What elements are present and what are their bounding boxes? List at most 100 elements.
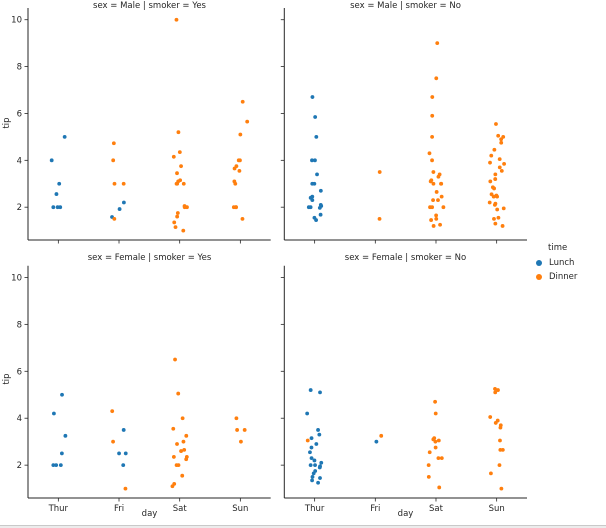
data-point bbox=[179, 449, 183, 453]
y-axis-label-bottom: tip bbox=[2, 373, 12, 385]
data-point bbox=[492, 202, 497, 207]
data-point bbox=[180, 473, 185, 478]
data-point bbox=[426, 474, 431, 479]
y-tick-label: 6 bbox=[17, 367, 22, 377]
data-point bbox=[431, 170, 436, 174]
x-tick-label: Thur bbox=[48, 504, 69, 514]
data-point bbox=[314, 442, 319, 446]
data-point bbox=[428, 179, 433, 184]
data-point bbox=[240, 217, 245, 221]
data-point bbox=[174, 17, 179, 22]
x-tick-label: Fri bbox=[114, 504, 124, 514]
data-point bbox=[172, 220, 177, 225]
x-axis-label-right: day bbox=[397, 509, 414, 519]
data-point bbox=[493, 386, 497, 391]
data-point bbox=[436, 198, 440, 203]
data-point bbox=[434, 213, 439, 218]
data-point bbox=[317, 465, 322, 470]
facet-title-male-smoker-yes: sex = Male | smoker = Yes bbox=[93, 1, 206, 11]
data-point bbox=[58, 205, 63, 210]
data-point bbox=[318, 390, 322, 395]
y-tick-label: 2 bbox=[17, 203, 22, 213]
data-point bbox=[171, 154, 176, 159]
data-point bbox=[171, 455, 176, 459]
data-point bbox=[427, 151, 432, 156]
data-point bbox=[488, 415, 493, 419]
data-point bbox=[499, 140, 504, 145]
data-point bbox=[313, 115, 318, 119]
data-point bbox=[175, 211, 180, 215]
data-point bbox=[487, 200, 492, 205]
data-point bbox=[492, 147, 497, 152]
data-point bbox=[426, 463, 431, 468]
data-point bbox=[436, 438, 441, 443]
data-point bbox=[308, 450, 312, 455]
y-tick-label: 4 bbox=[17, 156, 22, 166]
y-tick-label: 10 bbox=[11, 273, 22, 283]
data-point bbox=[430, 113, 435, 118]
data-point bbox=[313, 463, 317, 468]
data-point bbox=[430, 158, 434, 163]
data-point bbox=[306, 205, 311, 210]
data-point bbox=[310, 158, 314, 163]
data-point bbox=[493, 177, 498, 181]
y-axis-label-top: tip bbox=[2, 117, 12, 129]
data-point bbox=[496, 388, 500, 392]
data-point bbox=[494, 122, 498, 126]
data-point bbox=[121, 428, 126, 432]
data-point bbox=[175, 214, 180, 219]
data-point bbox=[439, 456, 444, 461]
data-point bbox=[318, 188, 323, 193]
data-point bbox=[434, 217, 439, 221]
data-point bbox=[309, 445, 314, 450]
y-tick-label: 10 bbox=[11, 16, 22, 26]
data-point bbox=[121, 181, 126, 186]
data-point bbox=[491, 194, 496, 199]
data-point bbox=[434, 190, 439, 194]
data-point bbox=[493, 172, 498, 177]
data-point bbox=[438, 222, 442, 227]
data-point bbox=[123, 451, 128, 456]
data-point bbox=[499, 486, 504, 491]
data-point bbox=[430, 205, 435, 210]
data-point bbox=[430, 134, 435, 139]
data-point bbox=[181, 439, 186, 444]
data-point bbox=[63, 433, 68, 438]
data-point bbox=[181, 228, 186, 233]
data-point bbox=[51, 463, 56, 468]
data-point bbox=[309, 436, 314, 441]
data-point bbox=[493, 421, 498, 425]
data-point bbox=[377, 217, 382, 221]
data-point bbox=[310, 181, 315, 186]
dinner-dot-icon bbox=[536, 274, 542, 280]
data-point bbox=[433, 399, 437, 404]
data-point bbox=[233, 181, 238, 186]
x-tick-label: Sat bbox=[173, 504, 188, 514]
data-point bbox=[59, 451, 64, 456]
data-point bbox=[238, 158, 242, 163]
data-point bbox=[493, 390, 498, 395]
data-point bbox=[499, 168, 504, 173]
data-point bbox=[305, 438, 310, 443]
data-point bbox=[499, 137, 504, 142]
data-point bbox=[441, 205, 446, 210]
data-point bbox=[431, 181, 436, 186]
y-tick-label: 6 bbox=[17, 109, 22, 119]
data-point bbox=[314, 134, 319, 139]
data-point bbox=[245, 119, 250, 124]
data-point bbox=[60, 392, 64, 397]
data-point bbox=[374, 439, 379, 444]
data-point bbox=[117, 451, 121, 456]
x-axis-label-left: day bbox=[141, 509, 158, 519]
data-point bbox=[239, 439, 243, 444]
data-point bbox=[498, 425, 503, 430]
data-point bbox=[121, 200, 126, 205]
data-point bbox=[173, 225, 178, 230]
x-tick-label: Sun bbox=[232, 504, 248, 514]
data-point bbox=[174, 463, 179, 468]
data-point bbox=[430, 95, 435, 99]
data-point bbox=[314, 218, 318, 222]
data-point bbox=[489, 153, 494, 158]
